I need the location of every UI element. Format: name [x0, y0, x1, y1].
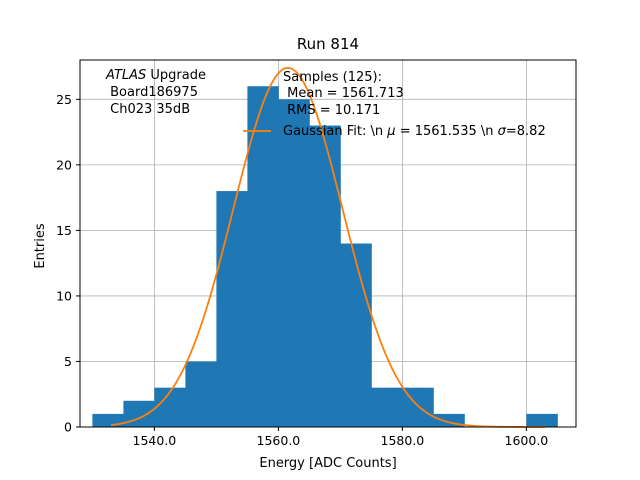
channel-annotation: Ch023 35dB — [106, 102, 190, 117]
histogram-bar — [526, 413, 543, 427]
histogram-bar — [185, 361, 202, 427]
histogram-bar — [324, 125, 341, 428]
y-axis-label: Entries — [33, 223, 48, 269]
legend-sigma-symbol: σ — [498, 124, 507, 139]
x-tick-label: 1600.0 — [505, 433, 549, 448]
ticks-layer: 1540.0 1560.0 1580.0 1600.0 0 5 10 15 20 25 — [56, 92, 548, 448]
histogram-bar — [355, 243, 372, 427]
bars-layer — [92, 86, 558, 428]
stats-samples: Samples (125): — [283, 70, 382, 85]
histogram-bar — [402, 387, 419, 427]
legend-sigma-value: =8.82 — [506, 124, 546, 139]
histogram-bar — [231, 191, 248, 427]
histogram-bar — [541, 413, 558, 427]
y-tick-label: 0 — [64, 420, 72, 435]
upgrade-label: Upgrade — [146, 68, 206, 83]
plot-frame — [79, 59, 577, 428]
histogram-bar — [200, 361, 217, 427]
gaussian-fit-curve — [110, 66, 545, 428]
y-tick-label: 20 — [56, 157, 72, 172]
histogram-bar — [169, 387, 186, 427]
histogram-bar — [92, 413, 109, 427]
histogram-bar — [216, 191, 233, 427]
fit-layer — [110, 66, 545, 428]
histogram-bar — [293, 99, 310, 428]
histogram-bar — [340, 243, 357, 427]
x-axis-label: Energy [ADC Counts] — [259, 456, 396, 471]
legend-mu-value: = 1561.535 \n — [396, 124, 498, 139]
legend-fit-label: Gaussian Fit: \n μ = 1561.535 \n σ=8.82 — [283, 124, 546, 139]
x-tick-label: 1540.0 — [133, 433, 177, 448]
y-tick-label: 10 — [56, 288, 72, 303]
stats-mean: Mean = 1561.713 — [283, 86, 404, 101]
atlas-annotation: ATLAS Upgrade — [105, 68, 206, 83]
y-tick-label: 25 — [56, 92, 72, 107]
legend-fit-prefix: Gaussian Fit: \n — [283, 124, 387, 139]
histogram-bar — [278, 99, 295, 428]
x-tick-label: 1580.0 — [381, 433, 425, 448]
histogram-bar — [371, 387, 388, 427]
histogram-bar — [417, 387, 434, 427]
histogram-bar — [247, 86, 264, 427]
stats-rms: RMS = 10.171 — [283, 103, 380, 118]
y-tick-label: 5 — [64, 354, 72, 369]
atlas-label: ATLAS — [105, 68, 146, 83]
y-tick-label: 15 — [56, 223, 72, 238]
histogram-bar — [386, 387, 403, 427]
legend-mu-symbol: μ — [386, 124, 395, 139]
x-tick-label: 1560.0 — [257, 433, 301, 448]
board-annotation: Board186975 — [106, 85, 198, 100]
histogram-bar — [262, 86, 279, 427]
chart-title: Run 814 — [297, 35, 359, 53]
histogram-bar — [309, 125, 326, 428]
